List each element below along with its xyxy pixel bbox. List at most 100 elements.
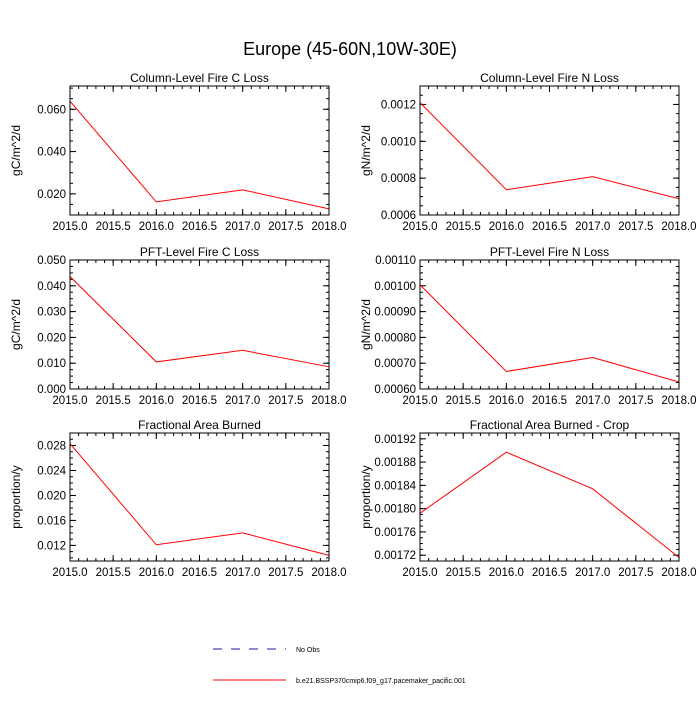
x-tick-label: 2017.5	[618, 567, 653, 579]
x-tick-label: 2017.0	[575, 395, 610, 407]
y-tick-label: 0.00188	[374, 457, 416, 469]
legend-series-label: b.e21.BSSP370cmip6.f09_g17.pacemaker_pac…	[296, 678, 466, 685]
y-axis-label: proportion/y	[359, 465, 373, 528]
x-tick-label: 2015.0	[402, 567, 437, 579]
y-tick-label: 0.010	[37, 358, 66, 370]
y-tick-label: 0.020	[37, 490, 66, 502]
y-tick-label: 0.050	[37, 255, 66, 267]
x-tick-label: 2016.0	[489, 395, 524, 407]
x-tick-label: 2015.0	[52, 221, 87, 233]
x-tick-label: 2015.0	[52, 567, 87, 579]
x-tick-label: 2015.5	[446, 567, 481, 579]
series-line-1	[69, 443, 330, 556]
chart-panel-6: Fractional Area Burned - Crop proportion/…	[359, 418, 697, 579]
y-tick-label: 0.00110	[375, 255, 416, 267]
series-line-1	[69, 100, 330, 210]
x-tick-label: 2018.0	[661, 395, 696, 407]
x-tick-label: 2015.5	[96, 567, 131, 579]
figure-title: Europe (45-60N,10W-30E)	[243, 39, 457, 59]
panels: Column-Level Fire C Loss gC/m^2/d 2015.0 20…	[9, 71, 697, 579]
y-tick-label: 0.00184	[374, 480, 416, 492]
y-tick-label: 0.00176	[374, 527, 416, 539]
panel-title: Fractional Area Burned	[138, 418, 261, 432]
x-tick-label: 2015.5	[446, 395, 481, 407]
chart-panel-3: PFT-Level Fire C Loss gC/m^2/d 2015.0 2015.…	[9, 245, 347, 407]
y-tick-label: 0.020	[37, 189, 66, 201]
x-tick-label: 2016.5	[182, 567, 217, 579]
panel-title: PFT-Level Fire N Loss	[490, 245, 609, 259]
chart-panel-5: Fractional Area Burned proportion/y 2015.0…	[9, 418, 347, 579]
x-tick-label: 2016.0	[139, 395, 174, 407]
y-tick-label: 0.024	[37, 465, 66, 477]
plot-frame	[419, 85, 680, 216]
x-tick-label: 2017.5	[268, 395, 303, 407]
series-line-1	[69, 276, 330, 368]
x-tick-label: 2016.0	[139, 567, 174, 579]
y-tick-label: 0.00172	[374, 550, 416, 562]
panel-title: Fractional Area Burned - Crop	[470, 418, 630, 432]
y-axis-label: gC/m^2/d	[9, 299, 23, 350]
legend-obs-label: No Obs	[296, 647, 320, 654]
x-tick-label: 2017.0	[575, 567, 610, 579]
y-tick-label: 0.0010	[381, 136, 416, 148]
x-tick-label: 2016.0	[489, 567, 524, 579]
panel-title: Column-Level Fire C Loss	[130, 71, 269, 85]
x-tick-label: 2017.5	[268, 221, 303, 233]
y-tick-label: 0.040	[37, 281, 66, 293]
chart-panel-4: PFT-Level Fire N Loss gN/m^2/d 2015.0 2015.…	[359, 245, 697, 407]
x-tick-label: 2015.5	[96, 221, 131, 233]
x-tick-label: 2017.0	[225, 567, 260, 579]
x-tick-label: 2017.5	[618, 221, 653, 233]
y-axis-label: proportion/y	[9, 465, 23, 528]
y-tick-label: 0.030	[37, 307, 66, 319]
x-tick-label: 2018.0	[311, 221, 346, 233]
x-tick-label: 2015.5	[96, 395, 131, 407]
x-tick-label: 2016.0	[489, 221, 524, 233]
y-tick-label: 0.012	[37, 540, 66, 552]
x-tick-label: 2017.0	[225, 395, 260, 407]
x-tick-label: 2017.5	[618, 395, 653, 407]
legend: No Obs b.e21.BSSP370cmip6.f09_g17.pacema…	[213, 647, 466, 685]
y-tick-label: 0.0008	[381, 173, 416, 185]
y-tick-label: 0.00080	[374, 332, 416, 344]
chart-panel-1: Column-Level Fire C Loss gC/m^2/d 2015.0 20…	[9, 71, 347, 233]
y-tick-label: 0.040	[37, 147, 66, 159]
y-tick-label: 0.00060	[374, 384, 416, 396]
y-axis-label: gN/m^2/d	[359, 299, 373, 350]
series-line-1	[419, 102, 680, 200]
x-tick-label: 2015.0	[52, 395, 87, 407]
x-tick-label: 2017.5	[268, 567, 303, 579]
plot-frame	[419, 432, 680, 562]
x-tick-label: 2016.5	[532, 221, 567, 233]
x-tick-label: 2016.0	[139, 221, 174, 233]
plot-frame	[419, 259, 680, 390]
x-tick-label: 2015.0	[402, 221, 437, 233]
x-tick-label: 2016.5	[532, 567, 567, 579]
y-tick-label: 0.000	[37, 384, 66, 396]
x-tick-label: 2016.5	[182, 221, 217, 233]
x-tick-label: 2016.5	[532, 395, 567, 407]
x-tick-label: 2017.0	[225, 221, 260, 233]
panel-title: PFT-Level Fire C Loss	[140, 245, 259, 259]
x-tick-label: 2018.0	[661, 221, 696, 233]
plot-frame	[69, 432, 330, 562]
y-tick-label: 0.00100	[374, 281, 416, 293]
x-tick-label: 2018.0	[311, 395, 346, 407]
x-tick-label: 2018.0	[661, 567, 696, 579]
x-tick-label: 2018.0	[311, 567, 346, 579]
y-tick-label: 0.00192	[374, 434, 416, 446]
y-axis-label: gN/m^2/d	[359, 125, 373, 176]
y-tick-label: 0.020	[37, 332, 66, 344]
y-tick-label: 0.016	[37, 515, 66, 527]
x-tick-label: 2016.5	[182, 395, 217, 407]
y-tick-label: 0.00180	[374, 504, 416, 516]
x-tick-label: 2015.0	[402, 395, 437, 407]
series-line-1	[419, 284, 680, 383]
y-tick-label: 0.0012	[381, 99, 416, 111]
x-tick-label: 2017.0	[575, 221, 610, 233]
x-tick-label: 2015.5	[446, 221, 481, 233]
plot-frame	[69, 259, 330, 390]
series-line-1	[419, 451, 680, 558]
y-tick-label: 0.060	[37, 104, 66, 116]
